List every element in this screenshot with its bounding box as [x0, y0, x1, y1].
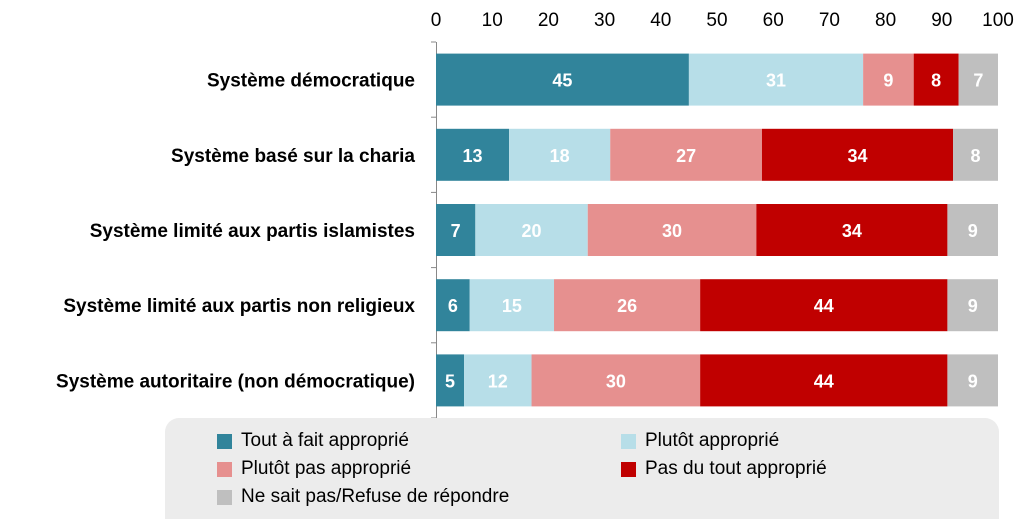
- bar-segment: [947, 354, 998, 407]
- category-labels: Système démocratique Système basé sur la …: [56, 71, 415, 393]
- bars: 45 31 9 8 7 13 18 27 34 8 7 20 30 34 9 6 15 26 44 9 5 12 30 44 9: [436, 53, 998, 407]
- bar-segment: [761, 128, 954, 181]
- data-label: 7: [451, 221, 461, 241]
- data-label: 8: [931, 71, 941, 91]
- bar-segment: [953, 128, 998, 181]
- legend-label: Plutôt approprié: [645, 430, 780, 451]
- bar-segment: [863, 53, 914, 106]
- x-tick-label: 90: [931, 10, 952, 31]
- data-label: 6: [448, 296, 458, 316]
- bar-segment: [947, 279, 998, 332]
- data-label: 26: [617, 296, 637, 316]
- bar-segment: [700, 354, 948, 407]
- legend-item: Tout à fait approprié: [217, 430, 409, 452]
- bar-segment: [436, 279, 470, 332]
- x-tick-label: 80: [875, 10, 896, 31]
- bar-segment: [587, 204, 757, 256]
- x-tick-label: 30: [594, 10, 615, 31]
- bar-segment: [947, 204, 998, 256]
- legend: Tout à fait approprié Plutôt approprié P…: [165, 418, 999, 519]
- data-label: 9: [968, 221, 978, 241]
- category-label: Système démocratique: [207, 71, 415, 92]
- data-label: 9: [883, 71, 893, 91]
- data-label: 12: [488, 371, 508, 391]
- legend-label: Plutôt pas approprié: [241, 458, 412, 479]
- bar-segment: [610, 128, 762, 181]
- bar-segment: [913, 53, 959, 106]
- data-label: 34: [842, 221, 862, 241]
- legend-item: Plutôt pas approprié: [217, 458, 411, 480]
- legend-swatch: [621, 461, 636, 477]
- legend-label: Ne sait pas/Refuse de répondre: [241, 486, 510, 507]
- bar-segment: [464, 354, 532, 407]
- legend-swatch: [621, 433, 636, 449]
- data-label: 27: [676, 146, 696, 166]
- category-label: Système autoritaire (non démocratique): [56, 371, 415, 392]
- bar-segment: [958, 53, 998, 106]
- legend-label: Pas du tout approprié: [645, 458, 827, 479]
- bar-segment: [554, 279, 701, 332]
- category-label: Système limité aux partis non religieux: [63, 296, 415, 317]
- data-label: 30: [606, 371, 626, 391]
- bar-segment: [531, 354, 701, 407]
- bar-segment: [509, 128, 611, 181]
- y-axis-tick-marks: [431, 41, 436, 419]
- x-tick-label: 40: [650, 10, 671, 31]
- bar-segment: [436, 53, 689, 106]
- legend-item: Pas du tout approprié: [621, 458, 827, 480]
- bar-segment: [436, 128, 510, 181]
- data-label: 9: [968, 296, 978, 316]
- bar-segment: [436, 354, 465, 407]
- data-label: 8: [971, 146, 981, 166]
- x-tick-label: 70: [819, 10, 840, 31]
- x-tick-label: 100: [982, 10, 1014, 31]
- x-axis-ticks: 0 10 20 30 40 50 60 70 80 90 100: [431, 10, 1014, 31]
- bar-segment: [700, 279, 948, 332]
- legend-item: Plutôt approprié: [621, 430, 779, 452]
- legend-swatch: [217, 461, 232, 477]
- x-tick-label: 50: [706, 10, 727, 31]
- category-label: Système basé sur la charia: [171, 146, 415, 167]
- data-label: 18: [550, 146, 570, 166]
- data-label: 30: [662, 221, 682, 241]
- legend-label: Tout à fait approprié: [241, 430, 409, 451]
- legend-item: Ne sait pas/Refuse de répondre: [217, 486, 509, 508]
- category-label: Système limité aux partis islamistes: [90, 221, 415, 242]
- legend-swatch: [217, 433, 232, 449]
- x-tick-label: 10: [482, 10, 503, 31]
- data-label: 44: [814, 296, 834, 316]
- data-label: 7: [973, 71, 983, 91]
- x-tick-label: 60: [763, 10, 784, 31]
- data-label: 13: [463, 146, 483, 166]
- bar-segment: [436, 204, 476, 256]
- data-label: 44: [814, 371, 834, 391]
- bar-segment: [688, 53, 864, 106]
- data-label: 45: [552, 71, 572, 91]
- data-label: 5: [445, 371, 455, 391]
- x-tick-label: 20: [538, 10, 559, 31]
- bar-segment: [475, 204, 588, 256]
- data-label: 9: [968, 371, 978, 391]
- bar-segment: [469, 279, 555, 332]
- data-label: 34: [847, 146, 867, 166]
- legend-swatch: [217, 489, 232, 505]
- data-label: 20: [522, 221, 542, 241]
- bar-segment: [756, 204, 948, 256]
- x-tick-label: 0: [431, 10, 442, 31]
- data-label: 31: [766, 71, 786, 91]
- data-label: 15: [502, 296, 522, 316]
